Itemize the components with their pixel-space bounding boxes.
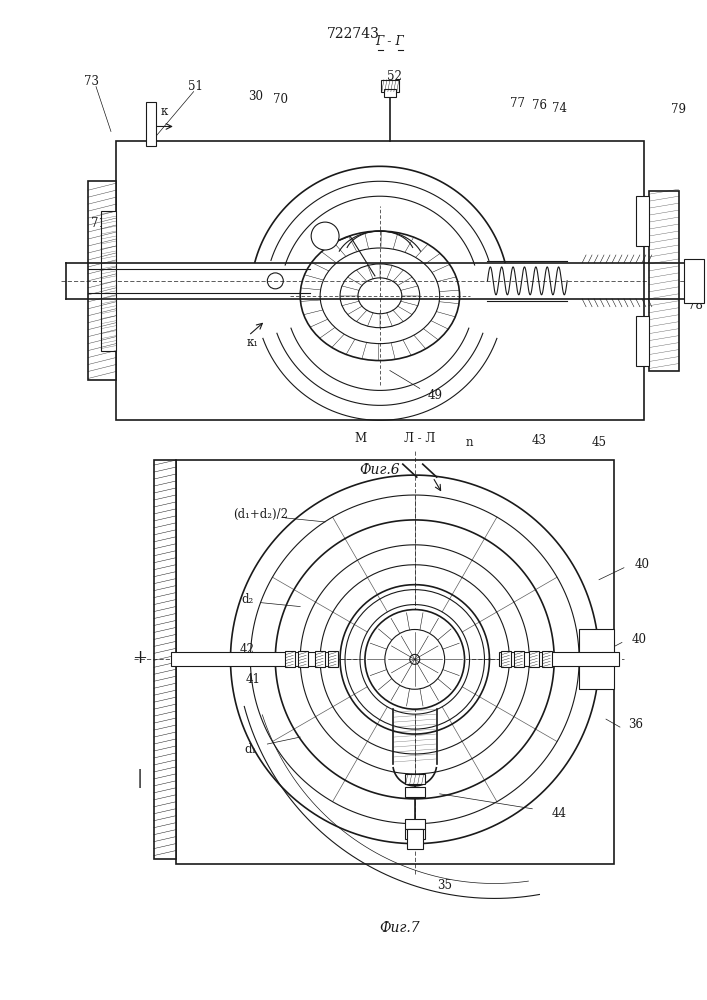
Text: 40: 40 [631, 633, 646, 646]
Bar [146, 102, 156, 146]
Bar [636, 196, 649, 246]
Text: к₁: к₁ [247, 336, 258, 349]
Bar [501, 651, 511, 667]
Text: Фиг.6: Фиг.6 [360, 463, 400, 477]
Text: d₂: d₂ [241, 593, 254, 606]
Text: 40: 40 [634, 558, 649, 571]
Bar [381, 80, 399, 92]
Text: 36: 36 [629, 718, 643, 731]
Text: 79: 79 [671, 103, 686, 116]
Bar [170, 652, 330, 666]
Bar [499, 652, 619, 666]
Bar [176, 460, 614, 864]
Bar [315, 651, 325, 667]
Text: |: | [136, 769, 143, 788]
Bar [88, 181, 116, 380]
Text: 35: 35 [437, 879, 452, 892]
Bar [515, 651, 525, 667]
Text: 73: 73 [83, 75, 98, 88]
Circle shape [365, 610, 464, 709]
Text: 77: 77 [510, 97, 525, 110]
Text: 70: 70 [273, 93, 288, 106]
Bar [101, 211, 116, 351]
Text: к: к [160, 105, 168, 118]
Text: Фиг.7: Фиг.7 [380, 921, 420, 935]
Text: 41: 41 [246, 673, 261, 686]
Text: Л - Л: Л - Л [404, 432, 436, 445]
Bar [405, 787, 425, 797]
Text: 78: 78 [688, 299, 703, 312]
Text: n: n [466, 436, 473, 449]
Bar [285, 651, 296, 667]
Bar [116, 141, 644, 420]
Text: 74: 74 [551, 102, 567, 115]
Text: 76: 76 [532, 99, 547, 112]
Text: 45: 45 [592, 436, 607, 449]
Bar [407, 829, 423, 849]
Bar [384, 89, 396, 97]
Bar [298, 651, 308, 667]
Bar [405, 774, 425, 784]
Text: 722743: 722743 [327, 27, 380, 41]
Text: 49: 49 [427, 389, 442, 402]
Text: +: + [132, 649, 147, 667]
Bar [530, 651, 539, 667]
Text: (d₁+d₂)/2: (d₁+d₂)/2 [233, 508, 288, 521]
Text: 52: 52 [387, 70, 402, 83]
Circle shape [311, 222, 339, 250]
Bar [649, 191, 679, 371]
Text: 51: 51 [188, 80, 203, 93]
Bar [579, 629, 614, 689]
Text: 44: 44 [551, 807, 567, 820]
Circle shape [385, 629, 445, 689]
Bar [328, 651, 338, 667]
Text: 71: 71 [90, 217, 105, 230]
Bar [542, 651, 552, 667]
Text: М: М [354, 432, 366, 445]
Text: d₁: d₁ [245, 743, 257, 756]
Text: 30: 30 [248, 90, 263, 103]
Bar [684, 259, 703, 303]
Bar [405, 819, 425, 829]
Text: 43: 43 [532, 434, 547, 447]
Bar [636, 316, 649, 366]
Bar [154, 460, 176, 859]
Text: Г - Г: Г - Г [375, 35, 404, 48]
Bar [405, 829, 425, 839]
Text: 42: 42 [240, 643, 255, 656]
